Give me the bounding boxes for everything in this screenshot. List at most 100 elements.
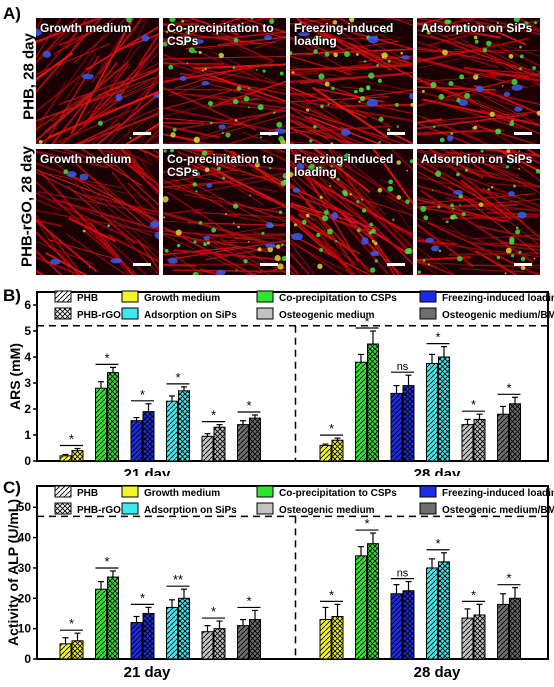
- micrograph-tile: Growth medium: [36, 149, 159, 275]
- y-tick-label: 0: [24, 652, 31, 666]
- micrograph-image: [417, 149, 540, 275]
- panel-letter: C): [3, 478, 21, 497]
- legend-swatch: [256, 307, 274, 320]
- significance-mark: *: [435, 330, 440, 345]
- bar: [178, 597, 190, 660]
- panel-a-letter: A): [3, 4, 21, 23]
- bar: [59, 455, 72, 462]
- legend-label: Co-precipitation to CSPs: [279, 488, 397, 499]
- bar: [367, 543, 379, 660]
- bar: [178, 390, 190, 462]
- micrograph-image: [290, 149, 413, 275]
- significance-mark: *: [329, 421, 334, 436]
- bar: [367, 343, 379, 462]
- scale-bar: [514, 132, 532, 135]
- bar: [390, 593, 403, 660]
- legend-swatch: [419, 485, 437, 498]
- legend-label: Adsorption on SiPs: [144, 310, 237, 321]
- legend-label: PHB-rGO: [77, 310, 121, 321]
- legend-swatch: [419, 290, 437, 303]
- legend-swatch-phb-rgo: [54, 502, 72, 515]
- bar: [71, 640, 84, 660]
- y-tick-label: 5: [24, 324, 31, 338]
- significance-mark: *: [506, 380, 511, 395]
- group-label: 28 day: [414, 466, 461, 476]
- plot-frame: [36, 485, 549, 660]
- y-tick-label: 30: [18, 561, 32, 575]
- legend-swatch: [256, 502, 274, 515]
- legend-swatch: [121, 290, 139, 303]
- micrograph-label: Freezing-induced loading: [294, 152, 394, 179]
- micrograph-tile: Growth medium: [36, 18, 159, 144]
- scale-bar: [133, 132, 151, 135]
- micrograph-label: Co-precipitation to CSPs: [167, 152, 274, 179]
- bar: [107, 372, 119, 462]
- bar: [438, 356, 450, 462]
- significance-mark: *: [104, 350, 109, 365]
- bar: [201, 631, 214, 660]
- legend-label: PHB: [77, 293, 98, 304]
- significance-mark: *: [211, 604, 216, 619]
- micrograph-tile: Co-precipitation to CSPs: [163, 18, 286, 144]
- bar: [402, 590, 415, 660]
- legend-label: Co-precipitation to CSPs: [279, 293, 397, 304]
- significance-mark: *: [104, 554, 109, 569]
- micrograph-label: Adsorption on SiPs: [421, 152, 533, 166]
- y-tick-label: 10: [18, 622, 32, 636]
- significance-mark: *: [211, 408, 216, 423]
- bar: [213, 426, 226, 462]
- bar: [166, 400, 178, 462]
- bar: [390, 392, 403, 462]
- y-axis-label: Activity of ALP (U/mL): [5, 499, 21, 646]
- significance-mark: *: [364, 516, 369, 531]
- bar: [201, 435, 214, 462]
- legend-swatch: [121, 485, 139, 498]
- legend-swatch: [419, 307, 437, 320]
- bar: [497, 603, 509, 660]
- bar: [461, 617, 474, 660]
- legend-swatch-phb: [54, 290, 72, 303]
- significance-mark: *: [471, 587, 476, 602]
- scale-bar: [387, 263, 405, 266]
- legend-swatch: [256, 290, 274, 303]
- bar: [59, 643, 72, 660]
- scale-bar: [260, 132, 278, 135]
- y-axis-label: ARS (mM): [7, 343, 23, 410]
- significance-mark: *: [69, 616, 74, 631]
- bar: [142, 612, 155, 660]
- legend-label: PHB-rGO: [77, 505, 121, 516]
- row-label-phb-rgo: PHB-rGO, 28 day: [18, 146, 36, 267]
- significance-mark: **: [173, 572, 183, 587]
- ars-chart: B) 0 1 2 3 4 5 6 ARS (mM) PHB PHB-rGO Growth medium…: [3, 286, 554, 476]
- scale-bar: [514, 263, 532, 266]
- legend-label: Osteogenic medium: [279, 310, 375, 321]
- bar: [438, 561, 450, 660]
- significance-mark: *: [140, 387, 145, 402]
- bar: [142, 411, 155, 462]
- legend-label: Freezing-induced loading: [442, 293, 554, 304]
- legend-label: Freezing-induced loading: [442, 488, 554, 499]
- micrograph-tile: Co-precipitation to CSPs: [163, 149, 286, 275]
- micrograph-label: Co-precipitation to CSPs: [167, 21, 274, 48]
- bar: [319, 444, 332, 462]
- legend-swatch-phb-rgo: [54, 307, 72, 320]
- legend-label: Osteogenic medium: [279, 505, 375, 516]
- micrograph-label: Adsorption on SiPs: [421, 21, 533, 35]
- significance-mark: *: [140, 590, 145, 605]
- panel-letter: B): [3, 286, 21, 305]
- micrograph-tile: Adsorption on SiPs: [417, 18, 540, 144]
- bar: [509, 403, 521, 462]
- bar: [95, 588, 107, 660]
- legend-swatch: [419, 502, 437, 515]
- y-tick-label: 20: [18, 591, 32, 605]
- micrograph-tile: Freezing-induced loading: [290, 149, 413, 275]
- bar: [249, 619, 261, 660]
- bar: [249, 417, 261, 462]
- micrograph-tile: Adsorption on SiPs: [417, 149, 540, 275]
- significance-mark: *: [69, 432, 74, 447]
- y-tick-label: 50: [18, 500, 32, 514]
- y-tick-label: 4: [24, 350, 31, 364]
- bar: [402, 385, 415, 462]
- significance-mark: ns: [397, 568, 409, 580]
- legend-label: Osteogenic medium/BMP-2: [442, 505, 554, 516]
